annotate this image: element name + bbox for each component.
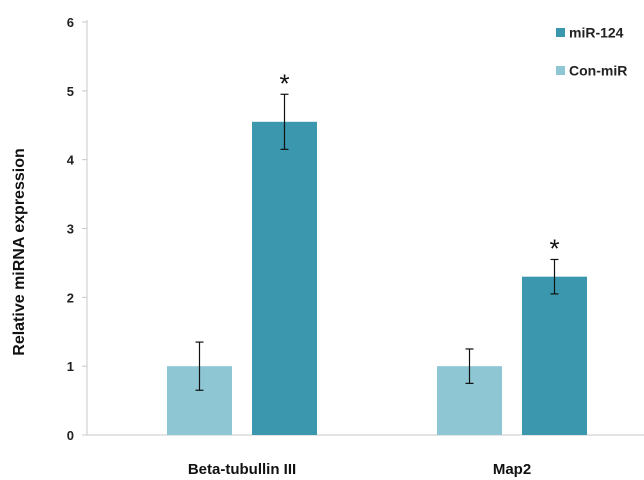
chart-legend: miR-124 Con-miR [556, 25, 627, 79]
x-category-label: Beta-tubullin III [188, 461, 296, 478]
significance-star: * [279, 68, 289, 98]
legend-label: miR-124 [569, 25, 624, 41]
y-tick-label: 5 [67, 84, 74, 99]
y-tick-label: 2 [67, 290, 74, 305]
legend-swatch [556, 66, 565, 75]
y-tick-label: 1 [67, 359, 74, 374]
y-axis-label: Relative miRNA expression [11, 148, 28, 355]
significance-star: * [549, 233, 559, 263]
x-category-label: Map2 [493, 461, 531, 478]
bar-mir-124 [252, 121, 317, 435]
legend-label: Con-miR [569, 63, 627, 79]
legend-swatch [556, 28, 565, 37]
chart-bars: * Beta-tubullin III * Map2 [167, 68, 587, 478]
y-tick-label: 6 [67, 15, 74, 30]
y-tick-label: 0 [67, 428, 74, 443]
bar-mir-124 [522, 276, 587, 435]
y-tick-label: 3 [67, 222, 74, 237]
y-tick-label: 4 [67, 153, 75, 168]
